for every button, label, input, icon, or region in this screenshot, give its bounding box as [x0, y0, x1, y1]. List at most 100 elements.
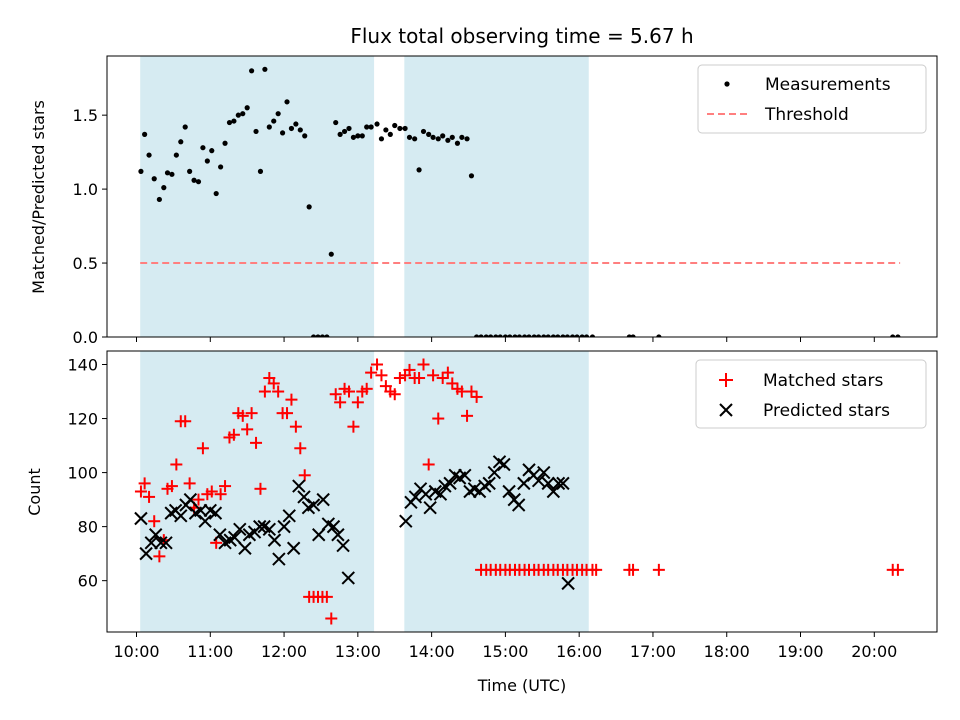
measurement-point	[146, 152, 152, 158]
top-legend: Measurements Threshold	[697, 64, 927, 134]
measurement-point	[890, 334, 896, 337]
y-tick-label: 100	[67, 464, 98, 483]
matched-star-point	[413, 372, 426, 385]
measurement-point	[310, 334, 317, 337]
matched-star-point	[325, 612, 338, 625]
measurement-point	[226, 119, 233, 126]
predicted-star-point	[227, 530, 242, 545]
measurement-point	[169, 171, 175, 177]
matched-star-point	[417, 358, 430, 371]
y-tick-label: 1.5	[73, 106, 98, 125]
matched-star-point	[891, 563, 904, 576]
measurement-point	[374, 121, 380, 127]
matched-star-point	[465, 385, 478, 398]
measurement-point	[550, 334, 556, 337]
predicted-star-point	[331, 528, 345, 542]
measurement-point	[240, 111, 246, 117]
matched-star-point	[258, 385, 271, 398]
measurement-point	[293, 121, 299, 127]
measurement-point	[397, 125, 403, 132]
predicted-star-point	[482, 476, 496, 491]
matched-star-point	[347, 420, 360, 433]
matched-star-point	[183, 477, 196, 490]
measurement-point	[541, 334, 547, 337]
measurement-point	[138, 168, 144, 174]
measurement-point	[222, 140, 228, 146]
measurement-point	[583, 334, 590, 337]
measurement-point	[368, 124, 374, 130]
matched-star-point	[245, 407, 258, 420]
matched-star-point	[441, 366, 454, 379]
matched-star-point	[334, 396, 347, 409]
predicted-star-point	[531, 473, 546, 488]
matched-star-point	[196, 442, 209, 455]
measurement-point	[319, 334, 326, 337]
predicted-star-point	[537, 465, 551, 480]
predicted-stars-points	[134, 455, 575, 591]
bottom-axes-frame	[106, 350, 938, 633]
measurement-point	[262, 66, 268, 72]
top-y-axis-label: Matched/Predicted stars	[29, 100, 48, 294]
measurement-point	[440, 133, 446, 139]
y-tick-label: 1.0	[73, 180, 98, 199]
measurement-point	[531, 334, 537, 337]
x-tick-label: 15:00	[482, 642, 528, 661]
measurement-point	[589, 334, 596, 337]
predicted-star-point	[267, 533, 282, 547]
predicted-star-point	[262, 522, 277, 537]
predicted-star-point	[213, 528, 227, 542]
measurement-point	[502, 334, 508, 337]
matched-star-point	[236, 409, 249, 422]
measurement-point	[315, 334, 321, 337]
measurement-point	[493, 334, 499, 337]
matched-star-point	[432, 412, 445, 425]
matched-star-point	[427, 369, 440, 382]
matched-star-point	[375, 369, 388, 382]
shaded-interval-1	[404, 56, 589, 337]
measurement-point	[253, 128, 259, 135]
measurement-point	[468, 173, 475, 179]
predicted-star-point	[551, 476, 566, 491]
measurement-point	[182, 124, 188, 130]
measurement-point	[161, 185, 167, 191]
predicted-star-point	[408, 490, 423, 504]
predicted-star-point	[341, 571, 355, 585]
measurement-point	[378, 136, 385, 142]
predicted-star-point	[497, 457, 511, 472]
measurement-point	[337, 131, 343, 137]
matched-star-point	[138, 477, 151, 490]
legend-predicted-label: Predicted stars	[763, 401, 890, 421]
matched-star-point	[227, 428, 240, 441]
predicted-star-point	[148, 528, 163, 542]
predicted-star-point	[253, 519, 267, 534]
predicted-star-point	[174, 509, 188, 523]
measurement-point	[512, 334, 518, 337]
matched-star-point	[371, 358, 384, 371]
x-tick-label: 12:00	[261, 642, 307, 661]
predicted-star-point	[183, 492, 198, 507]
predicted-star-point	[546, 484, 561, 499]
legend-threshold-label: Threshold	[764, 105, 849, 125]
predicted-star-point	[541, 476, 555, 491]
predicted-star-point	[193, 503, 208, 518]
measurement-point	[426, 131, 432, 137]
measurement-point	[178, 139, 184, 145]
predicted-star-point	[511, 498, 526, 512]
measurement-point	[288, 125, 295, 132]
top-panel: 0.0 0.5 1.0 1.5 Matched/Predicted stars Mea…	[29, 55, 938, 347]
y-tick-label: 60	[78, 572, 98, 591]
x-axis-label: Time (UTC)	[477, 676, 566, 695]
shaded-interval-0	[140, 351, 375, 632]
bottom-y-axis-label: Count	[25, 468, 44, 516]
measurement-point	[454, 140, 461, 146]
measurement-point	[355, 133, 361, 139]
measurement-point	[142, 131, 148, 137]
matched-star-point	[250, 436, 263, 449]
matched-star-point	[214, 488, 227, 501]
predicted-star-point	[433, 487, 448, 501]
matched-star-point	[289, 420, 302, 433]
measurement-point	[209, 148, 215, 154]
measurement-point	[200, 145, 206, 151]
x-tick-label: 10:00	[113, 642, 159, 661]
top-x-ticks	[136, 337, 875, 342]
